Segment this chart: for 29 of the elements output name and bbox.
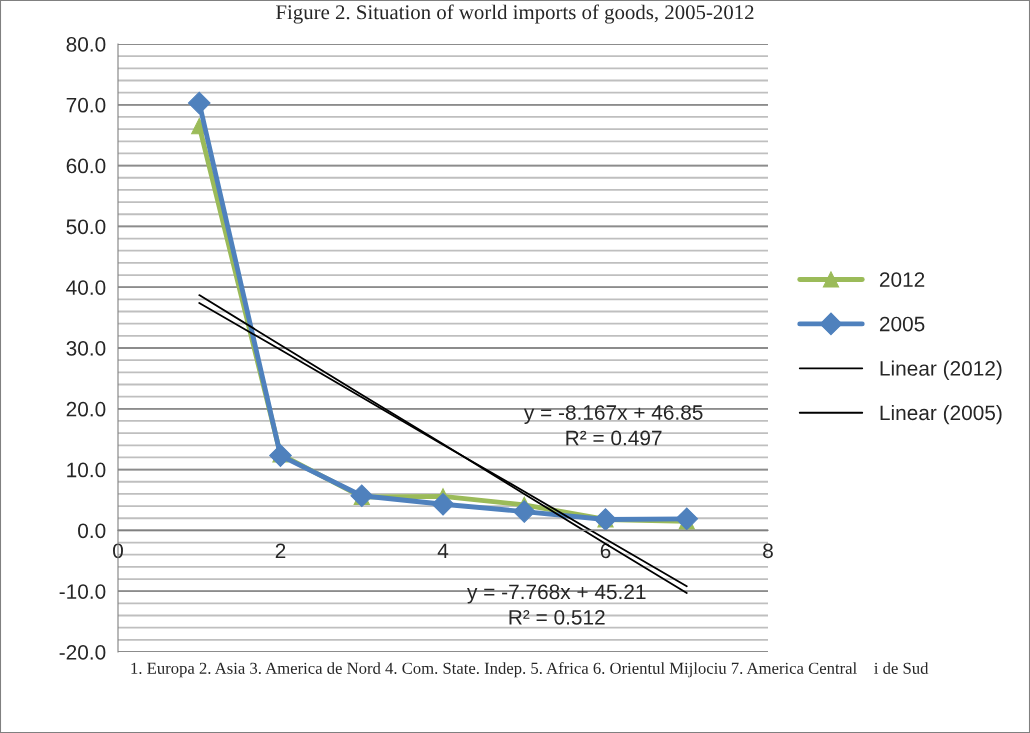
x-tick-label: 8 [763, 543, 773, 559]
y-tick-label: 30.0 [66, 341, 106, 356]
y-tick-label: 10.0 [67, 462, 106, 478]
y-tick-label: 80.0 [66, 37, 106, 52]
legend-label: Linear (2012) [880, 360, 1002, 380]
y-tick-label: 0.0 [78, 523, 106, 539]
y-tick-label: 70.0 [66, 97, 106, 113]
y-tick-label: 20.0 [66, 401, 106, 417]
x-tick-label: 6 [600, 543, 611, 559]
y-tick-label: -10.0 [59, 584, 106, 599]
point [187, 91, 211, 115]
x-tick-label: 2 [275, 543, 286, 558]
point [512, 500, 536, 523]
annotation: y = -8.167x + 46.85 R² = 0.497 [523, 405, 703, 446]
text: 1. Europa 2. Asia 3. America de Nord 4. Com. State. Indep. 5. Africa 6. Orientul Mijlociu 7. America Central i de Sud [131, 662, 929, 678]
point [269, 444, 292, 467]
point [431, 492, 455, 516]
y-tick-label: 60.0 [66, 158, 106, 174]
chart-title: Figure 2. Situation of world imports of goods, 2005-2012 [276, 4, 754, 24]
y-tick-label: 40.0 [66, 280, 106, 295]
legend-label: 2012 [879, 272, 925, 287]
x-tick-label: 0 [113, 543, 123, 559]
y-tick-label: -20.0 [59, 645, 106, 660]
annotation: y = -7.768x + 45.21 R² = 0.512 [467, 584, 646, 625]
x-tick-label: 4 [437, 543, 449, 558]
legend-label: 2005 [879, 316, 925, 332]
legend-label: Linear (2005) [880, 404, 1002, 425]
point [675, 507, 699, 531]
y-tick-label: 50.0 [66, 219, 106, 235]
